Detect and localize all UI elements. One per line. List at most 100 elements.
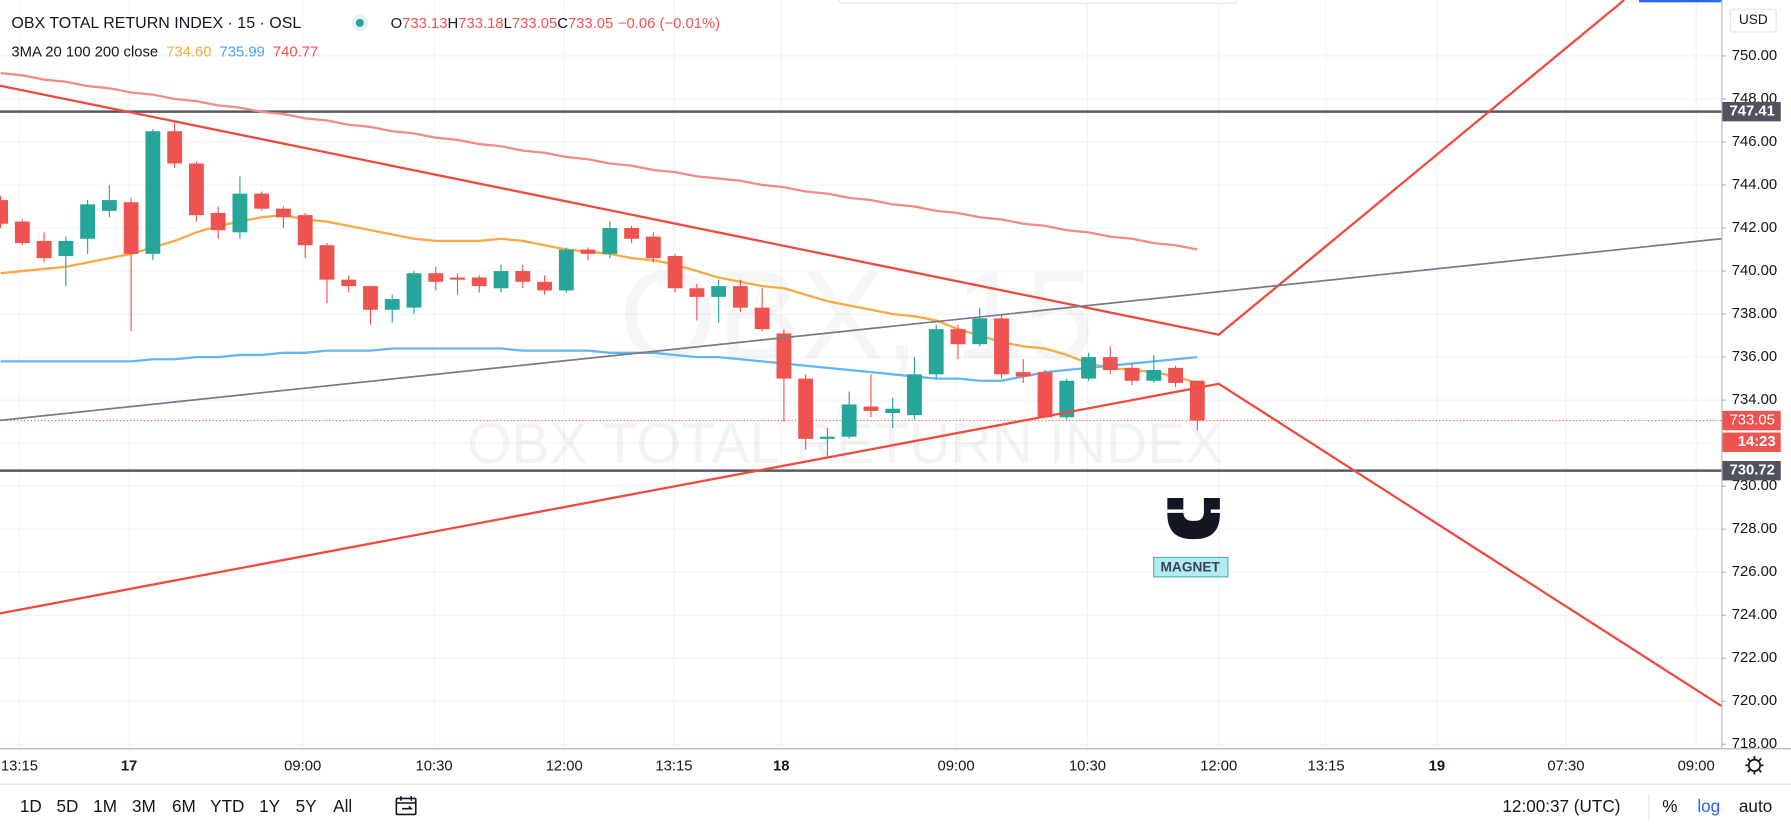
candle-body: [1146, 370, 1162, 381]
indicator-value: 734.60: [166, 44, 211, 60]
candle-body: [580, 249, 596, 254]
candle-body: [1059, 380, 1075, 418]
currency[interactable]: USD: [1739, 12, 1768, 27]
candle-body: [471, 277, 487, 287]
time-axis: 13:15 17 09:00 10:30 12:00 13:15 18 09:00 10:30 1…: [1, 758, 1715, 774]
calendar-icon-detail[interactable]: [396, 796, 416, 810]
x-tick-label: 09:00: [1678, 758, 1715, 774]
magnet-icon-band: [1210, 509, 1227, 513]
candle-body: [841, 404, 857, 437]
candle-body: [1102, 357, 1118, 371]
last-price-box: [1722, 410, 1781, 431]
x-tick-label: 10:30: [1069, 758, 1106, 774]
trend-line: [0, 382, 1722, 707]
price-axis-bg: [1722, 0, 1791, 749]
y-tick-label: 718.00: [1732, 736, 1777, 752]
percent-toggle[interactable]: %: [1662, 796, 1677, 816]
candle-body: [1015, 372, 1031, 377]
candle-body: [36, 240, 52, 259]
auto-toggle[interactable]: auto: [1739, 796, 1772, 816]
currency-box[interactable]: [1729, 8, 1777, 33]
candle-body: [602, 228, 618, 254]
magnet-icon: [1167, 498, 1220, 540]
candle-body: [537, 281, 552, 291]
last-price-label: 733.05: [1729, 412, 1774, 428]
y-tick-label: 726.00: [1732, 564, 1777, 580]
indicator-legend: 3MA 20 100 200 close 734.60 735.99 740.77: [11, 44, 318, 60]
ohlc-legend: O733.13H733.18L733.05C733.05 −0.06 (−0.01…: [391, 16, 721, 32]
y-tick-label: 742.00: [1732, 220, 1777, 236]
candle-body: [276, 208, 291, 218]
drawings: [0, 0, 1722, 707]
y-tick-label: 744.00: [1732, 177, 1777, 193]
level-label-box: [1722, 101, 1781, 122]
top-panel-edge: [838, 0, 1238, 5]
x-tick-label: 09:00: [937, 758, 974, 774]
candle-body: [667, 256, 683, 289]
candle-body: [254, 193, 270, 209]
status-dot: [355, 18, 364, 27]
ohlc-key: L: [504, 16, 512, 32]
trend-line: [0, 0, 1625, 336]
x-tick-label: 13:15: [1, 758, 38, 774]
countdown-box: [1722, 432, 1781, 452]
candle-body: [754, 307, 770, 330]
candle-body: [123, 202, 139, 254]
watermark-ticker: OBX, 15: [619, 245, 1094, 386]
range-button[interactable]: 6M: [172, 796, 196, 816]
range-button[interactable]: All: [333, 796, 352, 816]
toolbar: 1D 5D 1M 3M 6M YTD 1Y 5Y All: [20, 796, 352, 816]
candle-body: [798, 378, 814, 439]
range-button[interactable]: 3M: [132, 796, 156, 816]
symbol-title: OBX TOTAL RETURN INDEX · 15 · OSL: [11, 15, 301, 32]
x-tick-label: 07:30: [1547, 758, 1584, 774]
trend-line: [0, 237, 1722, 422]
candle-body: [450, 277, 465, 280]
range-button[interactable]: 5Y: [296, 796, 318, 816]
calendar-icon[interactable]: [395, 797, 417, 816]
log-toggle[interactable]: log: [1697, 796, 1720, 816]
candle-body: [0, 200, 8, 224]
y-tick-label: 730.00: [1732, 478, 1777, 494]
y-tick-label: 750.00: [1732, 48, 1777, 64]
ohlc-value: 733.05: [568, 16, 613, 32]
candle-body: [14, 221, 30, 244]
indicator-value: 735.99: [220, 44, 265, 60]
x-tick-label: 19: [1429, 758, 1446, 774]
candle-body: [210, 212, 226, 231]
gear-teeth[interactable]: [1745, 756, 1764, 775]
level-label-box: [1722, 460, 1781, 481]
range-button[interactable]: 5D: [56, 796, 78, 816]
countdown-label: 14:23: [1738, 434, 1776, 450]
candle-body: [1189, 380, 1205, 421]
x-tick-label: 12:00: [1200, 758, 1237, 774]
range-button[interactable]: YTD: [210, 796, 244, 816]
grid: [0, 0, 1722, 749]
y-tick-label: 728.00: [1732, 521, 1777, 537]
moving-average: [0, 72, 1198, 251]
ohlc-key: C: [557, 16, 568, 32]
indicator-value: 740.77: [273, 44, 318, 60]
candle-body: [928, 329, 944, 375]
date-range-icon[interactable]: [395, 796, 417, 816]
range-button[interactable]: 1M: [93, 796, 117, 816]
top-bar: [1639, 0, 1722, 3]
settings-icon[interactable]: [1745, 756, 1764, 775]
candle-body: [624, 228, 640, 239]
y-tick-label: 740.00: [1732, 263, 1777, 279]
range-button[interactable]: 1D: [20, 796, 42, 816]
indicator-name: 3MA 20 100 200 close: [11, 44, 158, 60]
y-tick-label: 736.00: [1732, 349, 1777, 365]
y-tick-label: 720.00: [1732, 693, 1777, 709]
candle-body: [232, 193, 248, 233]
magnet-label-box: [1153, 556, 1229, 578]
candle-body: [515, 271, 531, 282]
candle-body: [80, 204, 96, 239]
range-button[interactable]: 1Y: [259, 796, 281, 816]
candle-body: [819, 436, 835, 439]
x-tick-label: 09:00: [284, 758, 321, 774]
clock[interactable]: 12:00:37 (UTC): [1502, 796, 1620, 816]
candle-body: [711, 286, 727, 297]
